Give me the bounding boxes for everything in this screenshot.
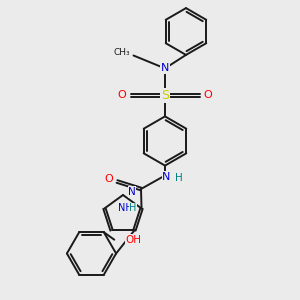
Text: N: N bbox=[162, 172, 171, 182]
Text: N: N bbox=[128, 187, 136, 197]
Text: H: H bbox=[175, 173, 182, 184]
Text: O: O bbox=[104, 173, 113, 184]
Text: N: N bbox=[161, 63, 169, 74]
Text: H: H bbox=[129, 203, 136, 214]
Text: OH: OH bbox=[126, 235, 142, 245]
Text: NH: NH bbox=[118, 203, 133, 214]
Text: S: S bbox=[161, 89, 169, 102]
Text: O: O bbox=[118, 90, 127, 100]
Text: O: O bbox=[203, 90, 212, 100]
Text: CH₃: CH₃ bbox=[114, 48, 130, 57]
